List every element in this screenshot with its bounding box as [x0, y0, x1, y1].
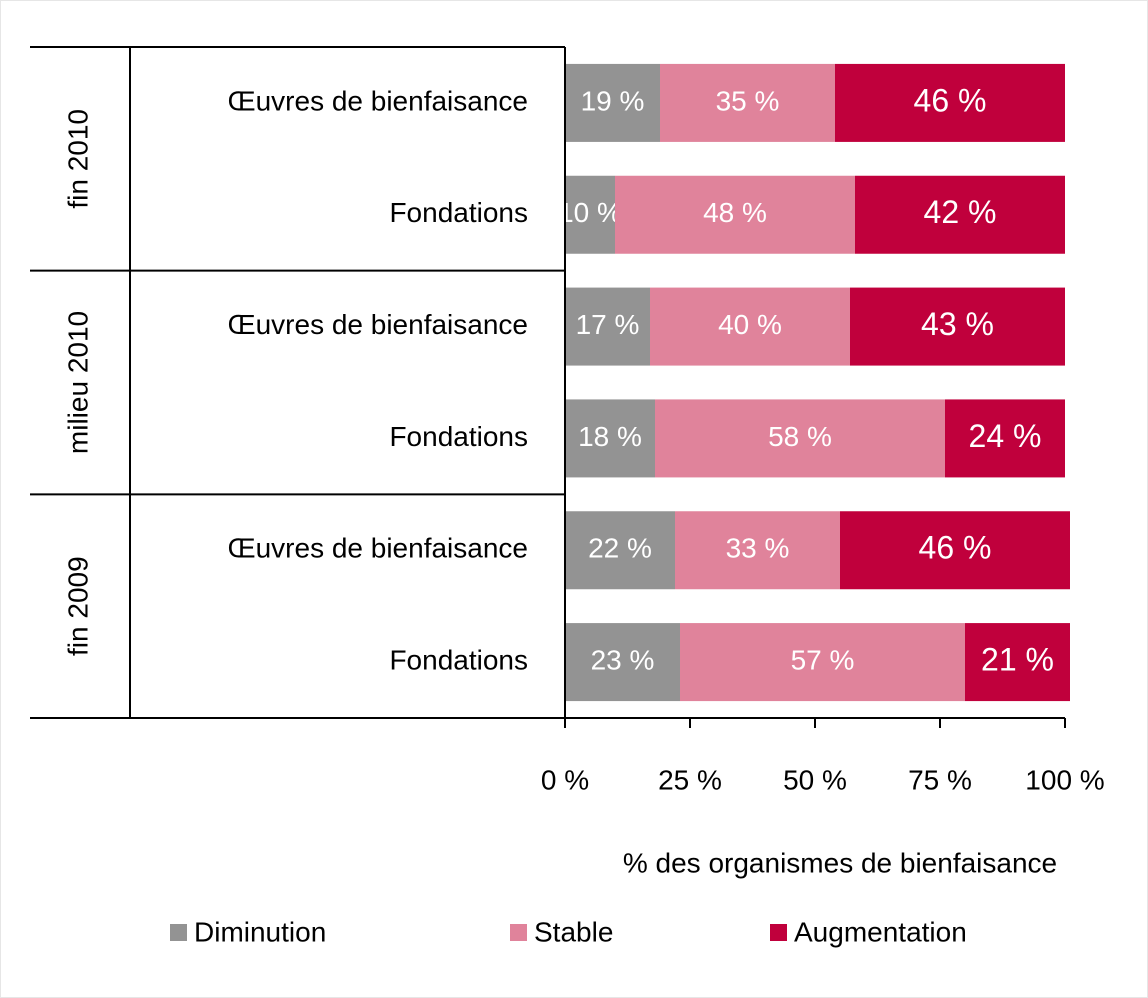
y-tick-label: Fondations: [389, 197, 528, 228]
bar-segment: [840, 511, 1070, 590]
value-label: 22 %: [588, 533, 652, 564]
y-tick-label: Fondations: [389, 421, 528, 452]
bar-segment: [565, 511, 675, 590]
value-label: 17 %: [576, 309, 640, 340]
value-label: 33 %: [726, 533, 790, 564]
bar-segment: [675, 511, 840, 590]
x-axis-label: % des organismes de bienfaisance: [623, 847, 1057, 878]
x-tick-label: 25 %: [658, 764, 722, 795]
bar-segment: [565, 287, 650, 366]
bar-segment: [615, 175, 855, 254]
value-label: 58 %: [768, 421, 832, 452]
bar-segment: [855, 175, 1065, 254]
value-label: 21 %: [981, 642, 1054, 678]
value-label: 46 %: [919, 530, 992, 566]
value-label: 46 %: [914, 82, 987, 118]
bar-segment: [850, 287, 1065, 366]
y-tick-label: Œuvres de bienfaisance: [228, 309, 528, 340]
bar-segment: [945, 399, 1065, 478]
legend-label: Diminution: [194, 916, 326, 947]
y-tick-label: Fondations: [389, 644, 528, 675]
group-label: fin 2010: [62, 109, 93, 209]
value-label: 40 %: [718, 309, 782, 340]
y-tick-label: Œuvres de bienfaisance: [228, 85, 528, 116]
x-tick-label: 75 %: [908, 764, 972, 795]
bar-segment: [565, 623, 680, 702]
x-tick-label: 100 %: [1025, 764, 1104, 795]
legend-label: Augmentation: [794, 916, 967, 947]
value-label: 10 %: [558, 197, 622, 228]
legend-label: Stable: [534, 916, 613, 947]
legend-swatch: [170, 924, 187, 941]
value-label: 18 %: [578, 421, 642, 452]
value-label: 23 %: [591, 644, 655, 675]
bar-segment: [655, 399, 945, 478]
bar-segment: [680, 623, 965, 702]
y-tick-label: Œuvres de bienfaisance: [228, 533, 528, 564]
bar-segment: [835, 63, 1065, 142]
group-label: milieu 2010: [62, 311, 93, 454]
bar-segment: [965, 623, 1070, 702]
value-label: 24 %: [969, 418, 1042, 454]
bar-segment: [565, 63, 660, 142]
value-label: 43 %: [921, 306, 994, 342]
group-label: fin 2009: [62, 556, 93, 656]
legend-swatch: [770, 924, 787, 941]
value-label: 42 %: [924, 194, 997, 230]
value-label: 35 %: [716, 85, 780, 116]
bar-segment: [565, 399, 655, 478]
x-tick-label: 50 %: [783, 764, 847, 795]
bar-segment: [565, 175, 615, 254]
value-label: 19 %: [581, 85, 645, 116]
bar-segment: [660, 63, 835, 142]
bar-segment: [650, 287, 850, 366]
value-label: 48 %: [703, 197, 767, 228]
x-tick-label: 0 %: [541, 764, 589, 795]
value-label: 57 %: [791, 644, 855, 675]
legend-swatch: [510, 924, 527, 941]
